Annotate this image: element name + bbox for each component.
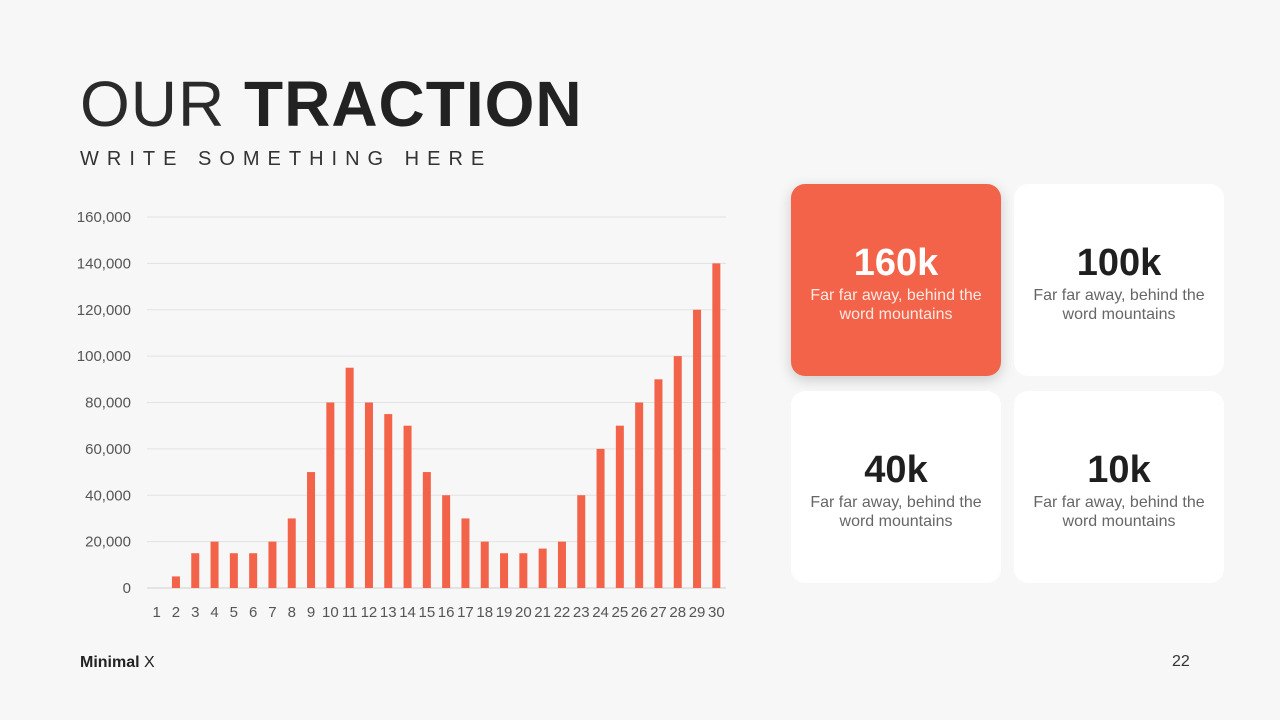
- y-tick-label: 140,000: [77, 255, 131, 272]
- stat-card-2: 100k Far far away, behind the word mount…: [1014, 184, 1224, 376]
- bar-day-22: [557, 541, 566, 588]
- bar-day-30: [712, 263, 721, 588]
- bar-day-13: [384, 414, 393, 588]
- x-tick-label: 29: [689, 604, 706, 621]
- bar-day-29: [693, 309, 702, 588]
- x-tick-label: 25: [612, 604, 629, 621]
- stat-value: 40k: [864, 449, 928, 491]
- x-tick-label: 30: [708, 604, 725, 621]
- y-tick-label: 40,000: [85, 487, 131, 504]
- x-tick-label: 4: [210, 604, 218, 621]
- stat-description: Far far away, behind the word mountains: [810, 494, 982, 530]
- x-tick-label: 7: [268, 604, 276, 621]
- x-tick-label: 21: [534, 604, 551, 621]
- x-tick-label: 12: [361, 604, 378, 621]
- y-tick-label: 20,000: [85, 534, 131, 551]
- bar-day-28: [673, 356, 682, 588]
- bar-day-7: [268, 541, 277, 588]
- bar-day-15: [422, 472, 431, 588]
- title-light-word: OUR: [80, 68, 226, 140]
- chart-x-tick-labels: 1 2 3 4 5 6 7 8 9 10 11 12 13 14 15 16 17 18 19 20 21 22 23 24 2…: [152, 604, 724, 621]
- stat-value: 10k: [1087, 449, 1151, 491]
- bar-day-23: [577, 495, 586, 588]
- bar-day-3: [191, 553, 200, 588]
- x-tick-label: 19: [496, 604, 513, 621]
- stat-card-3: 40k Far far away, behind the word mounta…: [791, 391, 1001, 583]
- slide-subtitle: WRITE SOMETHING HERE: [80, 148, 493, 170]
- bar-day-11: [345, 367, 354, 588]
- bar-day-27: [654, 379, 663, 588]
- bar-day-4: [210, 541, 219, 588]
- bar-day-8: [287, 518, 296, 588]
- bar-day-26: [635, 402, 644, 588]
- x-tick-label: 5: [230, 604, 238, 621]
- x-tick-label: 3: [191, 604, 199, 621]
- y-tick-label: 60,000: [85, 441, 131, 458]
- x-tick-label: 27: [650, 604, 667, 621]
- chart-gridlines: [147, 216, 726, 589]
- footer-brand: Minimal X: [80, 654, 155, 672]
- y-tick-label: 80,000: [85, 395, 131, 412]
- x-tick-label: 6: [249, 604, 257, 621]
- stat-value: 160k: [853, 242, 939, 284]
- x-tick-label: 24: [592, 604, 609, 621]
- x-tick-label: 15: [419, 604, 436, 621]
- x-tick-label: 1: [152, 604, 160, 621]
- stat-card-1: 160k Far far away, behind the word mount…: [791, 184, 1001, 376]
- chart-y-tick-labels: 0 20,000 40,000 60,000 80,000 100,000 120,000 1…: [77, 209, 131, 597]
- brand-bold: Minimal: [80, 654, 140, 671]
- bar-day-25: [615, 425, 624, 588]
- x-tick-label: 11: [342, 604, 358, 621]
- bar-day-21: [538, 548, 547, 588]
- bar-day-18: [480, 541, 489, 588]
- brand-light: X: [144, 654, 155, 671]
- bar-day-24: [596, 448, 605, 588]
- stat-value: 100k: [1076, 242, 1162, 284]
- bar-day-17: [461, 518, 470, 588]
- bar-day-9: [307, 472, 316, 588]
- x-tick-label: 23: [573, 604, 590, 621]
- x-tick-label: 10: [322, 604, 339, 621]
- bar-day-10: [326, 402, 335, 588]
- x-tick-label: 14: [399, 604, 416, 621]
- bar-day-12: [364, 402, 373, 588]
- stat-description: Far far away, behind the word mountains: [810, 287, 982, 323]
- x-tick-label: 28: [669, 604, 686, 621]
- bar-day-2: [171, 576, 180, 588]
- bar-day-14: [403, 425, 412, 588]
- x-tick-label: 20: [515, 604, 532, 621]
- x-tick-label: 13: [380, 604, 397, 621]
- bar-day-19: [500, 553, 509, 588]
- x-tick-label: 9: [307, 604, 315, 621]
- bar-day-20: [519, 553, 528, 588]
- y-tick-label: 120,000: [77, 302, 131, 319]
- bar-day-5: [229, 553, 238, 588]
- x-tick-label: 18: [476, 604, 493, 621]
- x-tick-label: 26: [631, 604, 648, 621]
- y-tick-label: 100,000: [77, 348, 131, 365]
- x-tick-label: 22: [554, 604, 571, 621]
- stat-card-4: 10k Far far away, behind the word mounta…: [1014, 391, 1224, 583]
- x-tick-label: 8: [288, 604, 296, 621]
- bar-day-6: [249, 553, 258, 588]
- chart-bars: [171, 263, 721, 588]
- title-bold-word: TRACTION: [244, 68, 583, 140]
- x-tick-label: 17: [457, 604, 474, 621]
- page-number: 22: [1172, 653, 1190, 670]
- stats-grid: 160k Far far away, behind the word mount…: [791, 184, 1224, 583]
- slide-title: OUR TRACTION: [80, 66, 583, 142]
- bar-day-16: [442, 495, 451, 588]
- y-tick-label: 160,000: [77, 209, 131, 226]
- stat-description: Far far away, behind the word mountains: [1033, 287, 1205, 323]
- traction-bar-chart: 0 20,000 40,000 60,000 80,000 100,000 120,000 1…: [77, 209, 726, 621]
- stat-description: Far far away, behind the word mountains: [1033, 494, 1205, 530]
- y-tick-label: 0: [123, 580, 131, 597]
- x-tick-label: 2: [172, 604, 180, 621]
- x-tick-label: 16: [438, 604, 455, 621]
